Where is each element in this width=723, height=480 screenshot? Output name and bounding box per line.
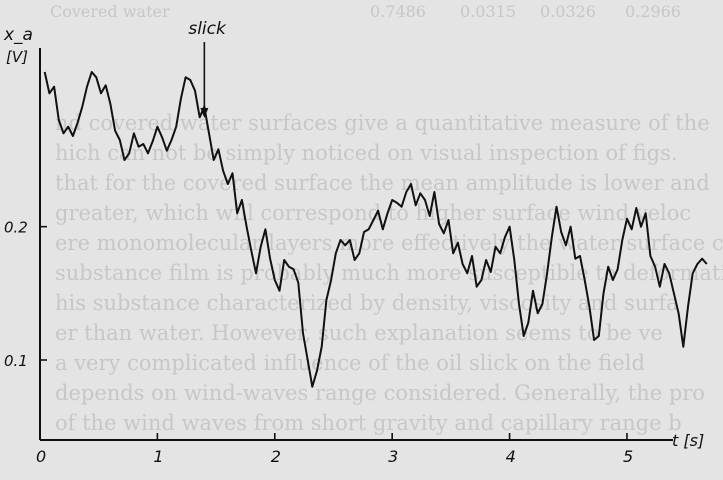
- ghost-text-line: nd covered water surfaces give a quantit…: [55, 111, 710, 135]
- background-text: Covered water 0.7486 0.0315 0.0326 0.296…: [50, 2, 723, 435]
- axis-labels: x_a [V] t [s]: [3, 25, 704, 450]
- x-tick-label: 3: [388, 447, 398, 466]
- ghost-text-line: ere monomolecular layers more effectivel…: [55, 231, 723, 255]
- x-tick-label: 1: [153, 447, 163, 466]
- ghost-text-line: depends on wind-waves range considered. …: [55, 381, 705, 405]
- x-tick-label: 5: [623, 447, 633, 466]
- y-tick-label: 0.1: [4, 352, 28, 370]
- y-tick-label: 0.2: [4, 219, 28, 237]
- ghost-text-line: hich can not be simply noticed on visual…: [55, 141, 678, 165]
- x-tick-label: 2: [271, 447, 281, 466]
- ghost-text-line: his substance characterized by density, …: [55, 291, 679, 315]
- x-axis-label: t [s]: [672, 431, 704, 450]
- x-tick-label: 4: [506, 447, 516, 466]
- ghost-text-line: substance film is probably much more sus…: [55, 261, 723, 285]
- annotations: slick: [188, 19, 227, 118]
- ghost-text-line: a very complicated influence of the oil …: [55, 351, 645, 375]
- annotation-label: slick: [188, 19, 227, 39]
- x-tick-label: 0: [36, 447, 46, 466]
- y-axis-label: x_a: [3, 25, 33, 45]
- series-layer: [43, 71, 708, 388]
- ghost-text-line: er than water. However, such explanation…: [55, 321, 663, 345]
- ghost-table-value: 0.2966: [625, 2, 681, 21]
- ghost-table-value: 0.0315: [460, 2, 516, 21]
- ghost-table-value: 0.7486: [370, 2, 426, 21]
- ghost-table-value: 0.0326: [540, 2, 596, 21]
- ghost-text-line: that for the covered surface the mean am…: [55, 171, 710, 195]
- ticks: 0 1 2 3 4 5 0.1 0.2: [4, 219, 633, 466]
- ghost-table-label: Covered water: [50, 2, 170, 21]
- annotation-arrowhead: [200, 108, 209, 118]
- ghost-text-line: of the wind waves from short gravity and…: [55, 411, 682, 435]
- axes: [39, 48, 673, 441]
- y-axis-unit: [V]: [6, 48, 28, 66]
- series-line: [43, 71, 708, 388]
